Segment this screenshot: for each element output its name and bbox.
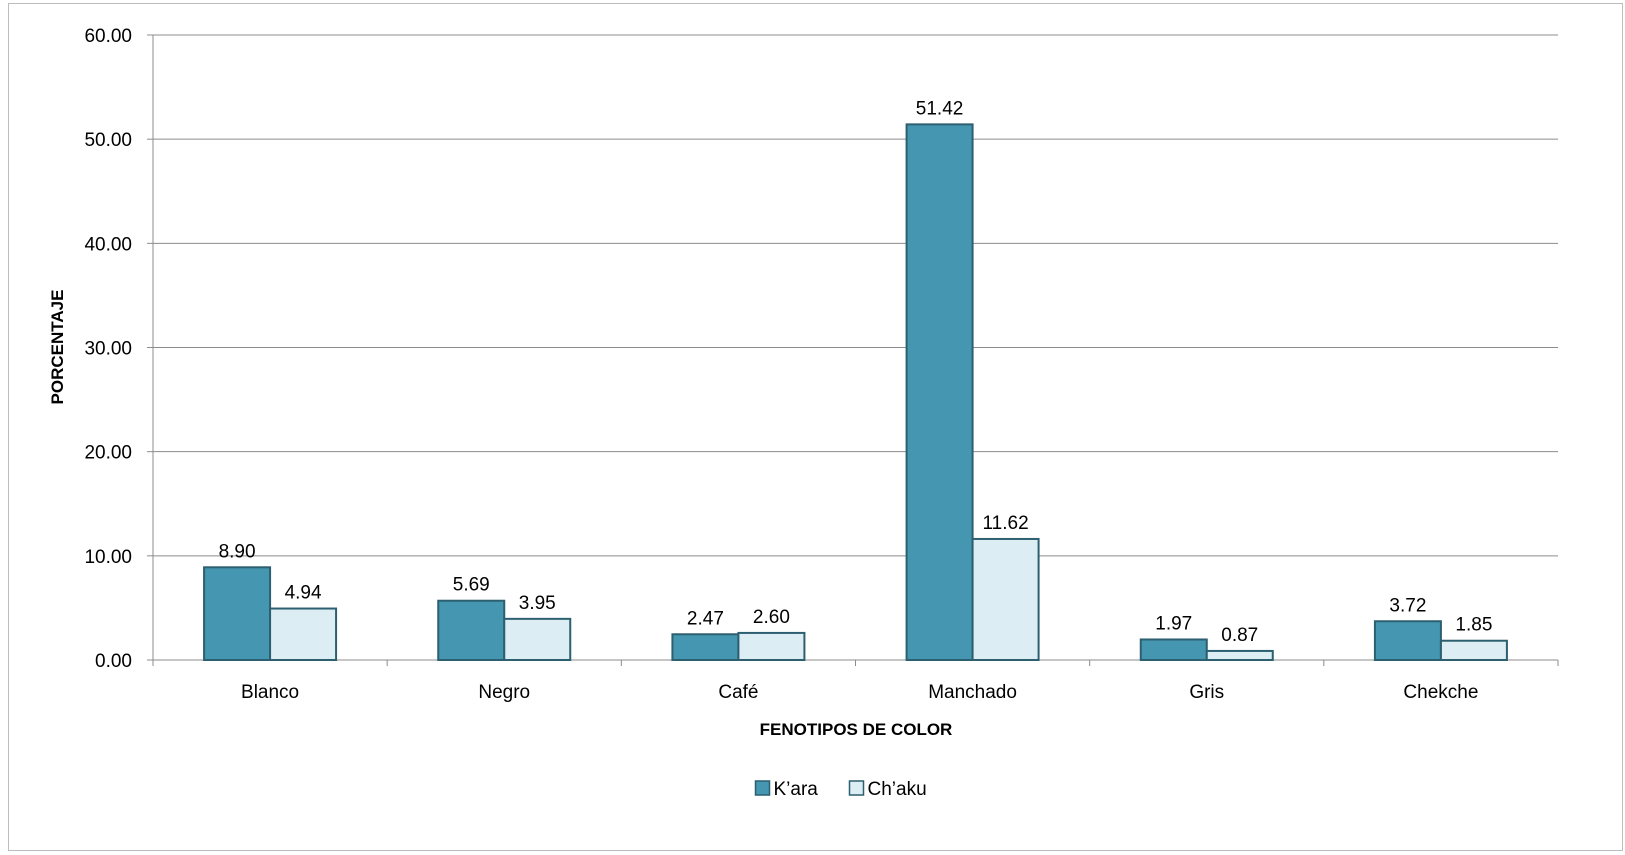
y-tick-label: 60.00 [84,26,132,47]
x-tick-label: Gris [1189,682,1224,703]
x-tick-label: Blanco [241,682,299,703]
legend: K’ara Ch’aku [754,779,927,800]
data-label: 1.85 [1455,615,1492,636]
bar-kara [671,633,740,661]
data-label: 2.47 [687,608,724,629]
legend-swatch [754,780,771,796]
data-label: 1.97 [1155,613,1192,634]
data-label: 4.94 [285,583,322,604]
data-label: 11.62 [983,513,1029,534]
x-tick-label: Negro [478,682,530,703]
data-label: 5.69 [453,575,490,596]
data-label: 51.42 [916,98,964,119]
data-label: 3.72 [1389,595,1426,616]
bar-kara [1139,638,1208,662]
legend-label: Ch’aku [868,779,927,800]
y-tick-label: 20.00 [84,443,132,464]
y-tick-label: 10.00 [84,547,132,568]
bar-kara [1373,620,1442,661]
x-tick-label: Café [718,682,758,703]
bar-chaku [1439,639,1508,662]
gridlines [153,34,1558,557]
bar-kara [437,599,506,662]
bar-chaku [737,631,806,662]
y-axis-title: PORCENTAJE [48,290,67,405]
bar-chaku [1205,649,1274,661]
bar-chaku [269,607,338,662]
axes: 0.00 10.00 20.00 30.00 40.00 50.00 60.00 Blanco… [84,26,1559,703]
data-label: 8.90 [219,541,256,562]
y-tick-label: 0.00 [95,651,132,672]
bar-chaku [971,537,1040,661]
bars [203,123,1508,662]
y-tick-label: 40.00 [84,234,132,255]
data-label: 2.60 [753,607,790,628]
data-label: 3.95 [519,593,556,614]
bar-chaku [503,617,572,662]
y-tick-label: 30.00 [84,339,132,360]
legend-swatch [848,780,865,796]
bar-kara [203,566,272,662]
bar-kara [905,123,974,661]
chart-frame [8,3,1623,851]
data-label: 0.87 [1221,625,1258,646]
x-tick-label: Chekche [1403,682,1478,703]
legend-label: K’ara [774,779,819,800]
x-axis-title: FENOTIPOS DE COLOR [760,720,953,739]
x-tick-label: Manchado [928,682,1017,703]
data-labels: 8.90 4.94 5.69 3.95 2.47 2.60 51.42 11.62 1.97 0.… [219,98,1493,646]
y-tick-label: 50.00 [84,130,132,151]
